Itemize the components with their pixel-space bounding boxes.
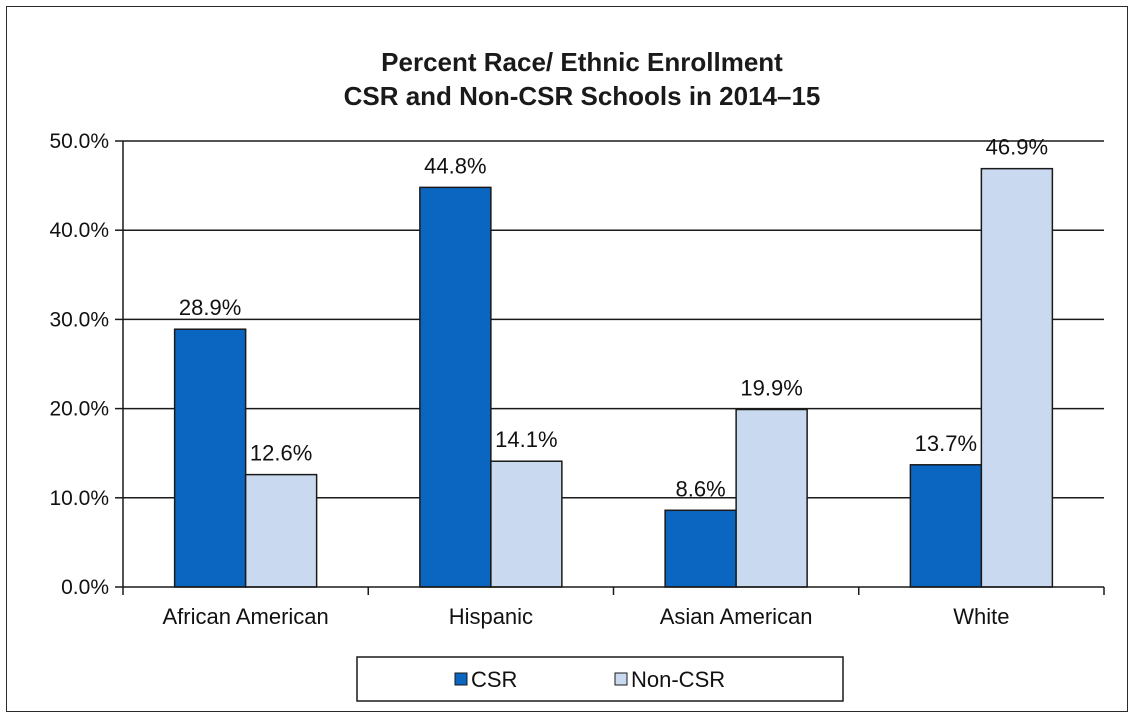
bar-csr [419, 186, 492, 588]
chart-title-line-2: CSR and Non-CSR Schools in 2014–15 [344, 81, 821, 111]
legend-label-csr: CSR [471, 667, 517, 692]
data-label: 44.8% [424, 153, 486, 178]
data-label: 28.9% [179, 295, 241, 320]
bar-chart: Percent Race/ Ethnic Enrollment CSR and … [49, 47, 1105, 702]
chart-title-line-1: Percent Race/ Ethnic Enrollment [381, 47, 783, 77]
x-category-label: Hispanic [449, 604, 533, 629]
data-label: 14.1% [495, 427, 557, 452]
x-category-label: Asian American [660, 604, 813, 629]
y-tick-label: 50.0% [49, 130, 109, 153]
chart-frame: Percent Race/ Ethnic Enrollment CSR and … [6, 6, 1128, 712]
bar-csr [173, 328, 247, 588]
x-category-label: White [953, 604, 1009, 629]
y-tick-label: 0.0% [61, 576, 109, 599]
legend-box [356, 656, 844, 702]
y-tick-label: 30.0% [49, 308, 109, 331]
legend: CSR Non-CSR [356, 656, 844, 702]
bar-non-csr [980, 167, 1054, 588]
bar-non-csr [490, 460, 563, 588]
x-category-label: African American [162, 604, 328, 629]
data-labels: 28.9% 12.6% 44.8% 14.1% 8.6% 19.9% 13.7% 46.9% [179, 135, 1048, 502]
y-tick-label: 40.0% [49, 219, 109, 242]
data-label: 13.7% [915, 431, 977, 456]
y-tick-label: 10.0% [49, 487, 109, 510]
bar-csr [909, 464, 983, 588]
y-tick-label: 20.0% [49, 398, 109, 421]
data-label: 8.6% [676, 476, 726, 501]
data-label: 46.9% [986, 135, 1048, 160]
data-label: 19.9% [740, 375, 802, 400]
bar-non-csr [244, 473, 318, 588]
legend-swatch-csr [454, 672, 468, 686]
bar-non-csr [735, 408, 808, 588]
legend-label-non-csr: Non-CSR [631, 667, 725, 692]
data-label: 12.6% [250, 441, 312, 466]
bar-csr [664, 509, 737, 588]
legend-swatch-non-csr [614, 672, 628, 686]
bars [173, 167, 1054, 588]
axes: 0.0% 10.0% 20.0% 30.0% 40.0% 50.0% African Ame… [49, 130, 1105, 629]
